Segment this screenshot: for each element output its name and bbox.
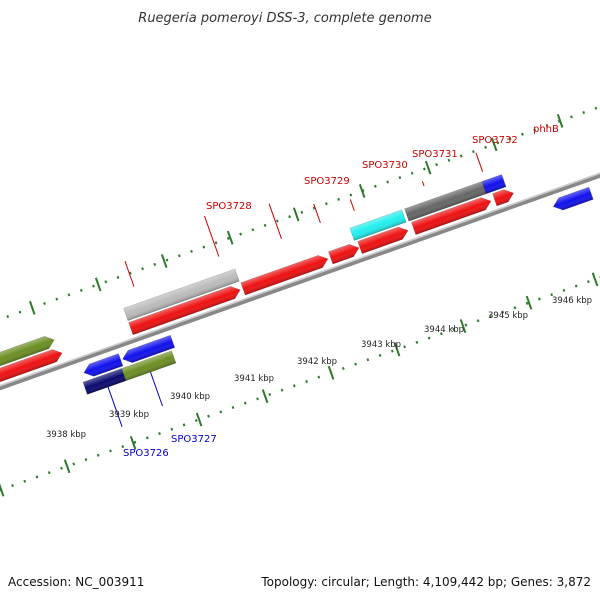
major-tick — [327, 365, 335, 380]
gene-label-leader — [150, 371, 163, 407]
genome-backbone-highlight — [0, 160, 600, 403]
scale-label: 3942 kbp — [297, 357, 337, 367]
gene-label-spo3730[interactable]: SPO3730 — [362, 160, 408, 171]
genome-backbone — [0, 160, 600, 407]
cds-right-blue-shading — [553, 187, 594, 211]
cds-spo3731-red-shading — [357, 227, 408, 254]
forward-tick-row — [0, 101, 600, 345]
major-tick — [393, 342, 401, 357]
major-tick — [556, 113, 564, 128]
major-tick — [358, 184, 366, 198]
cds-spo3726-navy-shading — [82, 368, 126, 395]
major-tick — [261, 389, 269, 404]
gene-label-leader — [204, 215, 220, 257]
cds-phhb-red-shading — [492, 189, 514, 206]
gene-label-spo3729[interactable]: SPO3729 — [304, 176, 350, 187]
cds-spo3728-gray-shading — [123, 268, 240, 321]
cds-spo3727-olive-shading — [121, 350, 176, 381]
major-tick — [591, 272, 599, 287]
gene-label-spo3732[interactable]: SPO3732 — [472, 135, 518, 146]
gene-label-spo3726[interactable]: SPO3726 — [123, 448, 169, 459]
gene-label-spo3727[interactable]: SPO3727 — [171, 434, 217, 445]
cds-spo3731-cyan-shading — [349, 209, 407, 241]
scale-label: 3943 kbp — [361, 340, 401, 350]
major-tick — [94, 277, 102, 292]
gene-label-spo3728[interactable]: SPO3728 — [206, 201, 252, 212]
scale-label: 3938 kbp — [46, 430, 86, 440]
scale-label: 3940 kbp — [170, 392, 210, 402]
major-tick — [28, 300, 36, 315]
gene-label-phhb[interactable]: phhB — [533, 124, 559, 135]
major-tick — [459, 319, 467, 333]
gene-label-leader — [268, 203, 282, 239]
cds-blue-reverse-a-shading — [83, 353, 123, 377]
cds-spo3732-gray-shading — [404, 181, 487, 222]
major-tick — [292, 207, 300, 222]
cds-phhb-blue-shading — [481, 174, 507, 194]
gene-label-leader — [124, 261, 135, 287]
major-tick — [525, 295, 533, 310]
major-tick — [129, 435, 137, 450]
gene-label-leader — [107, 386, 123, 427]
gene-label-leader — [313, 203, 321, 223]
cds-spo3732-red-shading — [411, 197, 491, 235]
cds-spo3730-red-shading — [328, 244, 359, 264]
accession-label: Accession: NC_003911 — [8, 575, 144, 589]
scale-label: 3946 kbp — [552, 296, 592, 306]
reverse-tick-row — [0, 253, 600, 496]
major-tick — [0, 482, 5, 497]
major-tick — [63, 459, 71, 474]
major-tick — [490, 137, 498, 152]
cds-left-red-shading — [0, 349, 63, 419]
major-tick — [424, 160, 432, 175]
cds-spo3728-red-shading — [128, 286, 241, 335]
gene-label-spo3731[interactable]: SPO3731 — [412, 149, 458, 160]
scale-label: 3944 kbp — [424, 325, 464, 335]
scale-label: 3941 kbp — [234, 374, 274, 384]
cds-left-olive-shading — [0, 336, 55, 405]
gene-label-leader — [349, 199, 355, 211]
genome-stats-label: Topology: circular; Length: 4,109,442 bp… — [260, 575, 591, 589]
cds-blue-reverse-b-shading — [122, 335, 175, 363]
major-tick — [226, 230, 234, 245]
major-tick — [195, 412, 203, 427]
cds-spo3729-red-shading — [240, 255, 328, 296]
scale-label: 3945 kbp — [488, 311, 528, 321]
scale-label: 3939 kbp — [109, 410, 149, 420]
gene-label-leader — [421, 181, 425, 187]
map-title: Ruegeria pomeroyi DSS-3, complete genome — [138, 11, 431, 26]
gene-label-leader — [475, 152, 484, 172]
major-tick — [160, 254, 168, 269]
